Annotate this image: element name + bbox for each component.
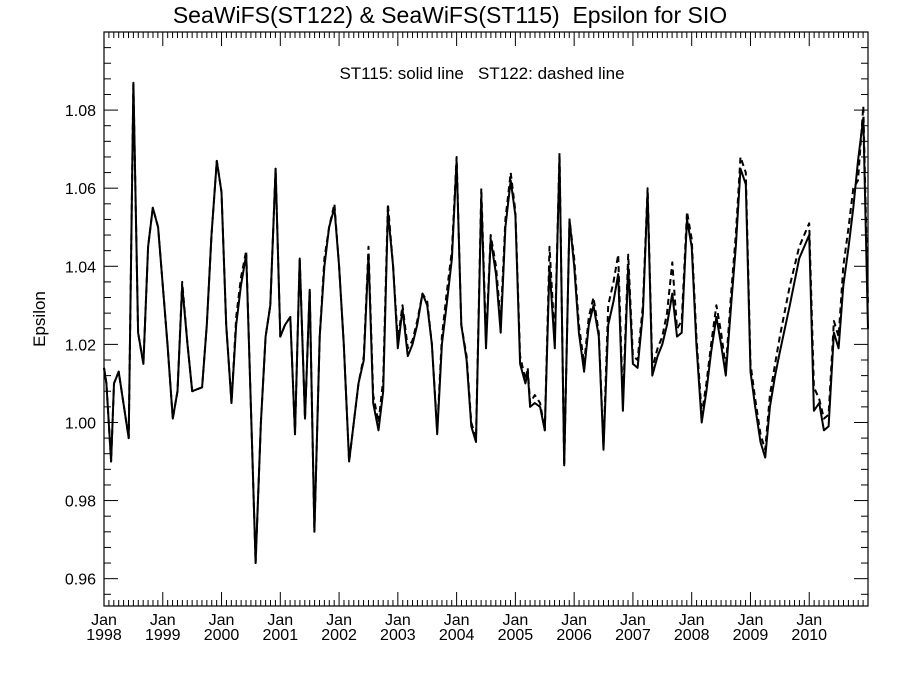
x-tick-month-label: Jan xyxy=(326,612,352,629)
x-tick-month-label: Jan xyxy=(91,612,117,629)
x-tick-year-label: 2006 xyxy=(556,627,592,644)
x-tick-year-label: 2007 xyxy=(615,627,651,644)
y-tick-label: 0.98 xyxy=(65,494,96,511)
x-tick-year-label: 2010 xyxy=(791,627,827,644)
x-tick-year-label: 2000 xyxy=(204,627,240,644)
line-style-annotation: ST115: solid line ST122: dashed line xyxy=(339,64,624,83)
x-tick-month-label: Jan xyxy=(385,612,411,629)
y-tick-label: 1.02 xyxy=(65,337,96,354)
x-tick-month-label: Jan xyxy=(679,612,705,629)
x-tick-month-label: Jan xyxy=(150,612,176,629)
x-tick-year-label: 2005 xyxy=(498,627,534,644)
y-tick-label: 1.08 xyxy=(65,103,96,120)
x-tick-month-label: Jan xyxy=(267,612,293,629)
y-axis-label: Epsilon xyxy=(30,291,49,347)
x-tick-year-label: 2003 xyxy=(380,627,416,644)
x-tick-month-label: Jan xyxy=(209,612,235,629)
x-tick-year-label: 2001 xyxy=(263,627,299,644)
y-tick-label: 1.06 xyxy=(65,181,96,198)
x-tick-month-label: Jan xyxy=(502,612,528,629)
y-tick-label: 0.96 xyxy=(65,572,96,589)
x-tick-year-label: 2009 xyxy=(733,627,769,644)
x-tick-year-label: 1999 xyxy=(145,627,181,644)
series-layer xyxy=(103,81,869,564)
x-tick-year-label: 2008 xyxy=(674,627,710,644)
x-tick-month-label: Jan xyxy=(561,612,587,629)
y-tick-label: 1.04 xyxy=(65,259,96,276)
x-tick-year-label: 2002 xyxy=(321,627,357,644)
x-tick-month-label: Jan xyxy=(620,612,646,629)
y-tick-label: 1.00 xyxy=(65,415,96,432)
x-tick-month-label: Jan xyxy=(738,612,764,629)
x-tick-year-label: 1998 xyxy=(86,627,122,644)
x-tick-year-label: 2004 xyxy=(439,627,475,644)
x-tick-month-label: Jan xyxy=(444,612,470,629)
ticks-layer: 0.960.981.001.021.041.061.08Jan1998Jan19… xyxy=(65,32,868,644)
series-line-st122 xyxy=(103,81,869,564)
x-tick-month-label: Jan xyxy=(796,612,822,629)
chart-title: SeaWiFS(ST122) & SeaWiFS(ST115) Epsilon … xyxy=(172,2,728,28)
